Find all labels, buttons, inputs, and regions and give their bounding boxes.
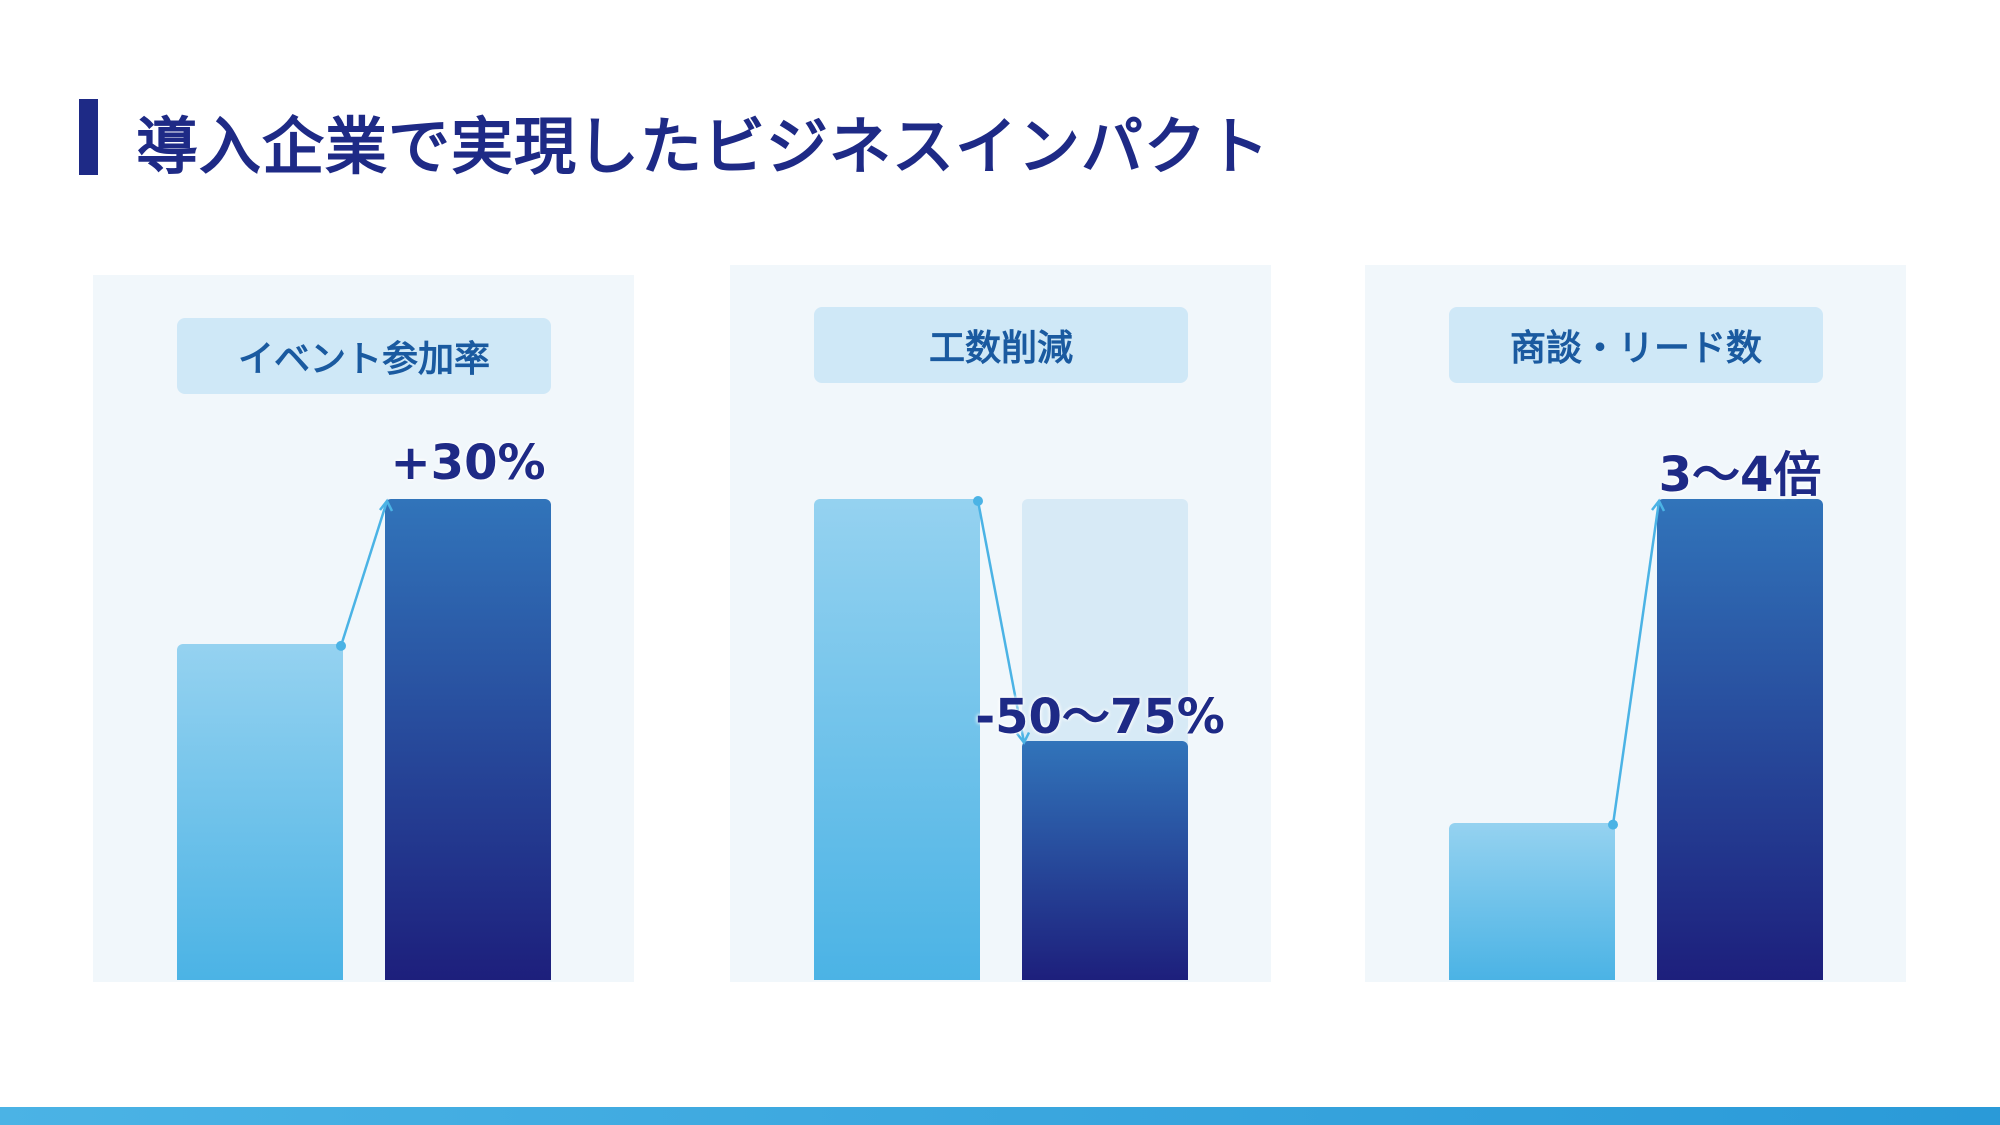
chart-title: イベント参加率 xyxy=(177,318,551,394)
change-arrow xyxy=(336,498,394,651)
bar-after xyxy=(1657,499,1823,980)
chart-panel: 商談・リード数 3〜4倍 xyxy=(1365,265,1906,982)
arrow-head-icon xyxy=(379,498,394,512)
arrow-line xyxy=(976,500,1026,743)
change-arrow xyxy=(973,496,1031,745)
chart-title: 工数削減 xyxy=(814,307,1188,383)
footer-stripe xyxy=(0,1107,2000,1125)
value-annotation: 3〜4倍 xyxy=(1658,447,1822,503)
arrow-start-dot xyxy=(973,496,983,506)
bar-before xyxy=(814,499,980,980)
chart-panel: イベント参加率 +30% xyxy=(93,275,634,982)
arrow-start-dot xyxy=(1608,819,1618,830)
arrow-start-dot xyxy=(336,640,346,651)
page-title: 導入企業で実現したビジネスインパクト xyxy=(136,110,1271,183)
arrow-head-icon xyxy=(1016,731,1031,745)
bar-after xyxy=(1022,740,1188,980)
value-annotation: -50〜75% xyxy=(975,688,1225,745)
title-accent-bar xyxy=(79,99,98,175)
bar-before xyxy=(177,643,343,980)
change-arrow xyxy=(1608,498,1666,830)
arrow-line xyxy=(339,500,389,647)
chart-title: 商談・リード数 xyxy=(1449,307,1823,383)
chart-panel: 工数削減 -50〜75% xyxy=(730,265,1271,982)
bar-after xyxy=(385,499,551,980)
value-annotation: +30% xyxy=(390,435,546,491)
arrow-head-icon xyxy=(1651,498,1666,512)
arrow-line xyxy=(1611,500,1661,825)
bar-before xyxy=(1449,822,1615,980)
